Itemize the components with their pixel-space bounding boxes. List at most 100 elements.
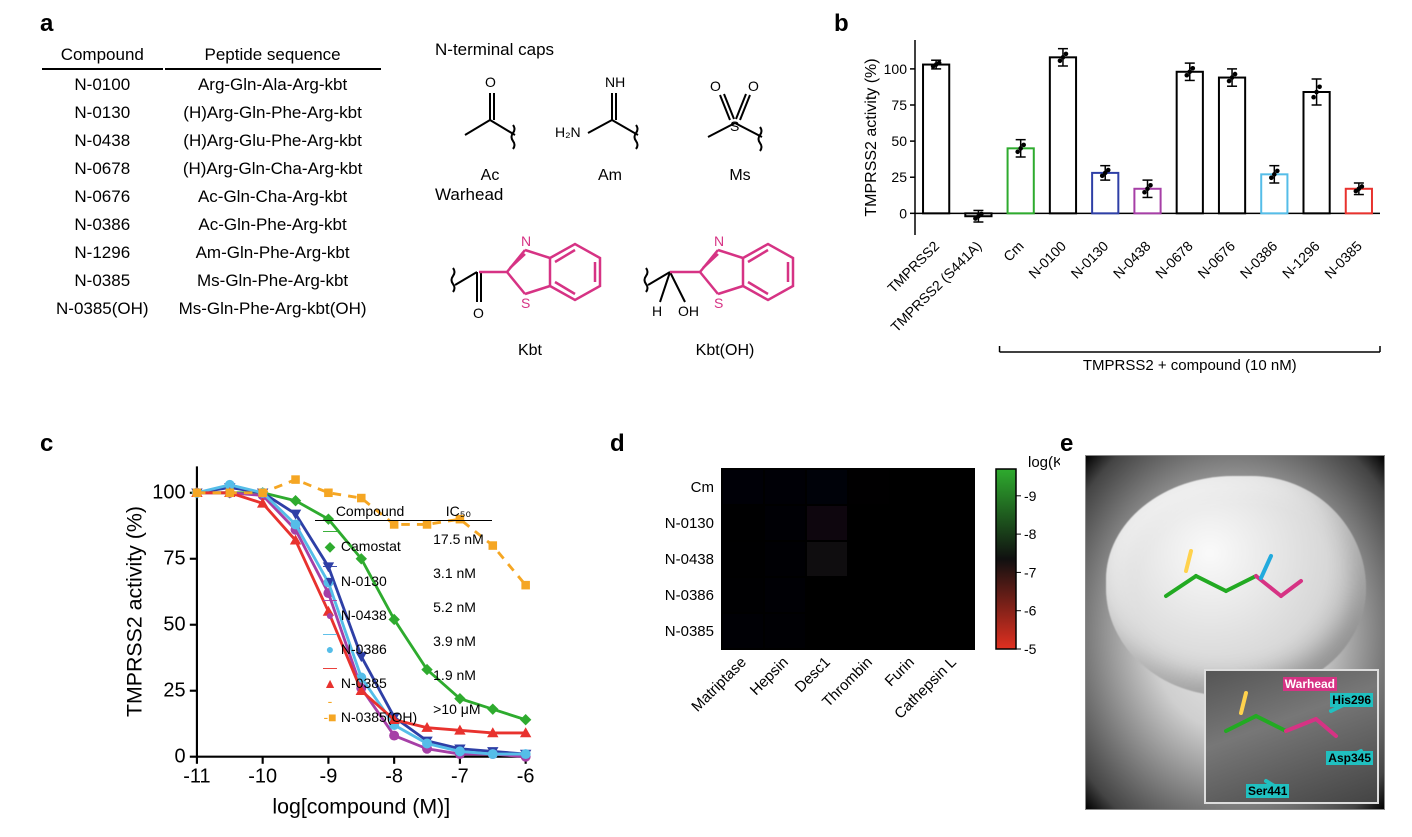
atom-label: O xyxy=(473,305,484,321)
svg-text:N-0676: N-0676 xyxy=(1194,238,1238,282)
legend-header: IC₅₀ xyxy=(425,502,492,521)
svg-text:100: 100 xyxy=(884,61,908,77)
legend-row: - -■ N-0385(OH)>10 μM xyxy=(315,692,492,726)
svg-text:N-0678: N-0678 xyxy=(1152,238,1196,282)
svg-text:log[compound (M)]: log[compound (M)] xyxy=(272,795,450,819)
compound-name: N-0386 xyxy=(42,212,163,238)
svg-text:-7: -7 xyxy=(451,765,469,787)
legend-header: Compound xyxy=(315,502,425,521)
cap-struct-am: H₂N NH Am xyxy=(550,65,670,185)
svg-text:-8: -8 xyxy=(385,765,403,787)
legend-row: —● N-03863.9 nM xyxy=(315,624,492,658)
compound-name: N-0385 xyxy=(42,268,163,294)
inset-label-warhead: Warhead xyxy=(1283,677,1337,691)
legend-row: —◆ Camostat17.5 nM xyxy=(315,521,492,557)
atom-label: NH xyxy=(605,74,625,90)
atom-label: S xyxy=(730,118,739,134)
svg-text:N-0438: N-0438 xyxy=(1110,238,1154,282)
table-row: N-0676Ac-Gln-Cha-Arg-kbt xyxy=(42,184,381,210)
svg-text:Matriptase: Matriptase xyxy=(688,654,750,716)
compound-name: N-0100 xyxy=(42,72,163,98)
panel-label-b: b xyxy=(834,10,849,38)
compound-seq: (H)Arg-Gln-Phe-Arg-kbt xyxy=(165,100,381,126)
compound-seq: Ac-Gln-Phe-Arg-kbt xyxy=(165,212,381,238)
warhead-title: Warhead xyxy=(435,185,503,205)
legend-series: —▲ N-0385 xyxy=(315,658,425,692)
warhead-struct-kbt: O N S Kbt xyxy=(435,210,625,360)
svg-text:-9: -9 xyxy=(320,765,338,787)
table-row: N-0100Arg-Gln-Ala-Arg-kbt xyxy=(42,72,381,98)
svg-text:N-0386: N-0386 xyxy=(1237,238,1281,282)
svg-text:-9: -9 xyxy=(1024,488,1037,504)
warhead-label: Kbt(OH) xyxy=(630,342,820,360)
panel-label-d: d xyxy=(610,430,625,458)
legend-ic50: 17.5 nM xyxy=(425,521,492,557)
svg-text:-7: -7 xyxy=(1024,564,1037,580)
compound-seq: Ms-Gln-Phe-Arg-kbt xyxy=(165,268,381,294)
table-row: N-0385Ms-Gln-Phe-Arg-kbt xyxy=(42,268,381,294)
atom-label: H₂N xyxy=(555,124,581,140)
svg-text:0: 0 xyxy=(899,205,907,221)
panel-label-a: a xyxy=(40,10,53,38)
svg-text:N-0438: N-0438 xyxy=(665,551,714,568)
compound-table-header: Peptide sequence xyxy=(165,42,381,70)
inset-label-his: His296 xyxy=(1330,693,1373,707)
compound-seq: Am-Gln-Phe-Arg-kbt xyxy=(165,240,381,266)
panel-c-legend: Compound IC₅₀ —◆ Camostat17.5 nM—▼ N-013… xyxy=(315,502,492,726)
table-row: N-0438(H)Arg-Glu-Phe-Arg-kbt xyxy=(42,128,381,154)
panel-label-e: e xyxy=(1060,430,1073,458)
svg-text:-6: -6 xyxy=(1024,603,1037,619)
svg-text:50: 50 xyxy=(163,613,185,635)
svg-text:-6: -6 xyxy=(517,765,535,787)
svg-text:50: 50 xyxy=(891,133,907,149)
svg-text:-10: -10 xyxy=(248,765,277,787)
cap-struct-ms: O O S Ms xyxy=(680,65,800,185)
cap-label: Ms xyxy=(680,167,800,185)
compound-table: Compound Peptide sequence N-0100Arg-Gln-… xyxy=(40,40,383,324)
svg-text:N-0385: N-0385 xyxy=(665,623,714,640)
panel-e-structure: Warhead His296 Asp345 Ser441 xyxy=(1085,455,1385,810)
legend-series: —● N-0386 xyxy=(315,624,425,658)
compound-name: N-1296 xyxy=(42,240,163,266)
compound-seq: (H)Arg-Glu-Phe-Arg-kbt xyxy=(165,128,381,154)
svg-text:Cm: Cm xyxy=(691,479,714,496)
svg-text:-11: -11 xyxy=(183,765,210,787)
compound-name: N-0130 xyxy=(42,100,163,126)
legend-series: —● N-0438 xyxy=(315,590,425,624)
legend-series: —◆ Camostat xyxy=(315,521,425,557)
table-row: N-0130(H)Arg-Gln-Phe-Arg-kbt xyxy=(42,100,381,126)
compound-name: N-0678 xyxy=(42,156,163,182)
legend-row: —● N-04385.2 nM xyxy=(315,590,492,624)
table-row: N-0385(OH)Ms-Gln-Phe-Arg-kbt(OH) xyxy=(42,296,381,322)
compound-table-header: Compound xyxy=(42,42,163,70)
atom-label: H xyxy=(652,303,662,319)
svg-text:TMPRSS2 + compound (10 nM): TMPRSS2 + compound (10 nM) xyxy=(1083,357,1297,374)
svg-text:-8: -8 xyxy=(1024,526,1037,542)
svg-text:N-0130: N-0130 xyxy=(1068,238,1112,282)
cap-label: Ac xyxy=(435,167,545,185)
svg-text:Hepsin: Hepsin xyxy=(747,654,792,699)
atom-label: N xyxy=(521,233,531,249)
atom-label: OH xyxy=(678,303,699,319)
panel-label-c: c xyxy=(40,430,53,458)
compound-seq: Ms-Gln-Phe-Arg-kbt(OH) xyxy=(165,296,381,322)
svg-text:TMPRSS2 activity (%): TMPRSS2 activity (%) xyxy=(122,506,146,717)
inset-label-ser: Ser441 xyxy=(1246,784,1289,798)
atom-label: N xyxy=(714,233,724,249)
svg-text:100: 100 xyxy=(152,481,185,503)
structure-inset: Warhead His296 Asp345 Ser441 xyxy=(1204,669,1379,804)
compound-seq: Ac-Gln-Cha-Arg-kbt xyxy=(165,184,381,210)
svg-text:N-0130: N-0130 xyxy=(665,515,714,532)
legend-ic50: >10 μM xyxy=(425,692,492,726)
legend-series: —▼ N-0130 xyxy=(315,556,425,590)
legend-series: - -■ N-0385(OH) xyxy=(315,692,425,726)
legend-ic50: 3.9 nM xyxy=(425,624,492,658)
atom-label: S xyxy=(714,295,723,311)
atom-label: S xyxy=(521,295,530,311)
compound-name: N-0385(OH) xyxy=(42,296,163,322)
svg-text:75: 75 xyxy=(163,547,185,569)
svg-text:Furin: Furin xyxy=(882,654,918,690)
legend-ic50: 5.2 nM xyxy=(425,590,492,624)
warhead-struct-kbtoh: H OH N S Kbt(OH) xyxy=(630,210,820,360)
panel-b-barchart: 0255075100TMPRSS2 activity (%)TMPRSS2TMP… xyxy=(860,30,1390,380)
